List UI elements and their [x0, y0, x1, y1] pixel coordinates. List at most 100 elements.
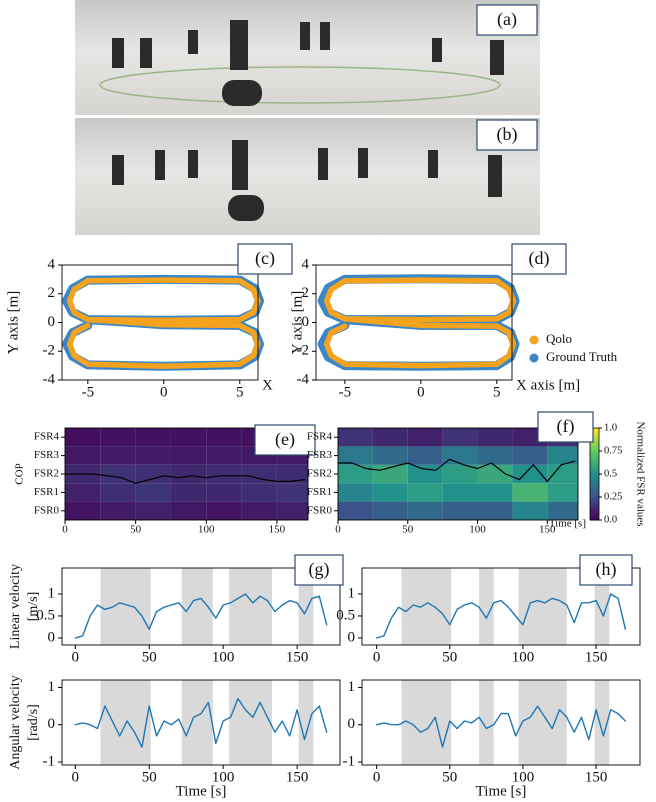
heat-cell: [547, 501, 578, 520]
y-tick-label: 0: [48, 314, 56, 330]
x-tick-label: 150: [539, 524, 556, 536]
heat-cell: [206, 501, 242, 520]
colorbar-slice: [590, 510, 599, 514]
x-tick-label: 0: [373, 769, 381, 785]
x-tick-label: 50: [442, 649, 457, 665]
axes-frame: [61, 567, 341, 646]
heat-cell: [477, 428, 513, 447]
y-tick-label: -2: [43, 343, 56, 359]
heat-cell: [442, 464, 478, 484]
x-tick-label: 0: [160, 384, 168, 400]
heat-cell: [206, 428, 242, 447]
colorbar-slice: [590, 517, 599, 521]
heat-cell: [170, 428, 207, 447]
panel: FSR0 FSR1 FSR2 FSR3 FSR4 0 50 100 150 COP (e): [14, 424, 316, 536]
heat-cell: [65, 501, 101, 520]
x-tick-label: 0: [62, 524, 68, 536]
x-tick-label: -5: [339, 384, 352, 400]
colorbar-slice: [590, 430, 599, 434]
colorbar-slice: [590, 462, 599, 466]
x-tick-label: 150: [286, 649, 309, 665]
y-tick-label: 0: [302, 314, 310, 330]
x-tick-label: -5: [82, 384, 95, 400]
heat-cell: [135, 428, 171, 447]
y-tick-label: FSR3: [307, 449, 333, 461]
heat-cell: [65, 428, 101, 447]
y-tick-label: -1: [43, 753, 56, 769]
heat-cell: [100, 501, 136, 520]
x-tick-label: 5: [493, 384, 501, 400]
heat-cell: [206, 446, 242, 465]
colorbar-label: Normalized FSR values: [634, 421, 646, 526]
panel-label-box: [294, 554, 344, 586]
y-tick-label: FSR0: [34, 504, 60, 516]
axes-frame: [361, 679, 641, 766]
heat-cell: [442, 501, 478, 520]
y-tick-label: 2: [302, 285, 310, 301]
y-tick-label: -1: [343, 753, 356, 769]
photo-b: (b): [75, 118, 540, 235]
x-tick-label: 100: [198, 524, 215, 536]
y-axis-label: COP: [14, 463, 26, 484]
x-tick-label: 50: [142, 769, 157, 785]
y-tick-label: 1: [348, 679, 356, 695]
y-axis-label: [m/s]: [26, 592, 41, 622]
axes-frame: [61, 264, 259, 381]
heat-cell: [135, 501, 171, 520]
heat-cell: [338, 464, 373, 484]
heat-cell: [477, 501, 513, 520]
heat-cell: [407, 464, 443, 484]
legend-label: Qolo: [546, 331, 572, 346]
heat-cell: [372, 501, 408, 520]
shaded-span: [479, 568, 494, 645]
legend-label: Ground Truth: [546, 349, 618, 364]
x-tick-label: 100: [212, 769, 235, 785]
colorbar-slice: [590, 490, 599, 493]
y-tick-label: 1: [48, 679, 56, 695]
heat-cell: [372, 428, 408, 447]
y-axis-label: [rad/s]: [26, 704, 41, 741]
colorbar-slice: [590, 464, 599, 468]
shaded-span: [229, 680, 272, 765]
y-axis-label: Linear velocity: [8, 564, 23, 649]
heat-cell: [100, 428, 136, 447]
x-tick-label: 100: [512, 649, 535, 665]
y-tick-label: 1: [48, 585, 56, 601]
x-tick-label: 0: [72, 649, 80, 665]
shaded-span: [518, 568, 567, 645]
heat-cell: [512, 483, 548, 502]
y-tick-label: 0: [48, 629, 56, 645]
colorbar-slice: [590, 480, 599, 484]
heat-cell: [547, 446, 578, 465]
colorbar-slice: [590, 503, 599, 507]
shaded-span: [229, 568, 272, 645]
heat-cell: [135, 446, 171, 465]
heat-cell: [276, 501, 308, 520]
heat-cell: [206, 464, 242, 484]
x-axis-label: X: [262, 377, 273, 393]
cop-line: [65, 473, 306, 484]
heat-cell: [338, 501, 373, 520]
heat-cell: [276, 464, 308, 484]
x-tick-label: 50: [142, 649, 157, 665]
y-tick-label: 0.5: [336, 607, 355, 623]
y-tick-label: 4: [48, 256, 56, 272]
heat-cell: [241, 464, 277, 484]
panel-label-box: [237, 243, 293, 275]
x-tick-label: 5: [236, 384, 244, 400]
heat-cell: [338, 483, 373, 502]
panel: 0 0.5 1 0 50 100 150 Linear velocity [m/s] (g): [8, 554, 344, 665]
panel-label: (c): [255, 248, 275, 269]
y-tick-label: -4: [43, 371, 56, 387]
heat-cell: [407, 483, 443, 502]
shaded-span: [401, 568, 452, 645]
colorbar-slice: [590, 434, 599, 438]
x-tick-label: 150: [585, 649, 608, 665]
heat-cell: [372, 483, 408, 502]
colorbar-slice: [590, 474, 599, 477]
heat-cell: [407, 428, 443, 447]
heat-cell: [100, 464, 136, 484]
colorbar-slice: [590, 506, 599, 509]
shaded-span: [298, 680, 314, 765]
